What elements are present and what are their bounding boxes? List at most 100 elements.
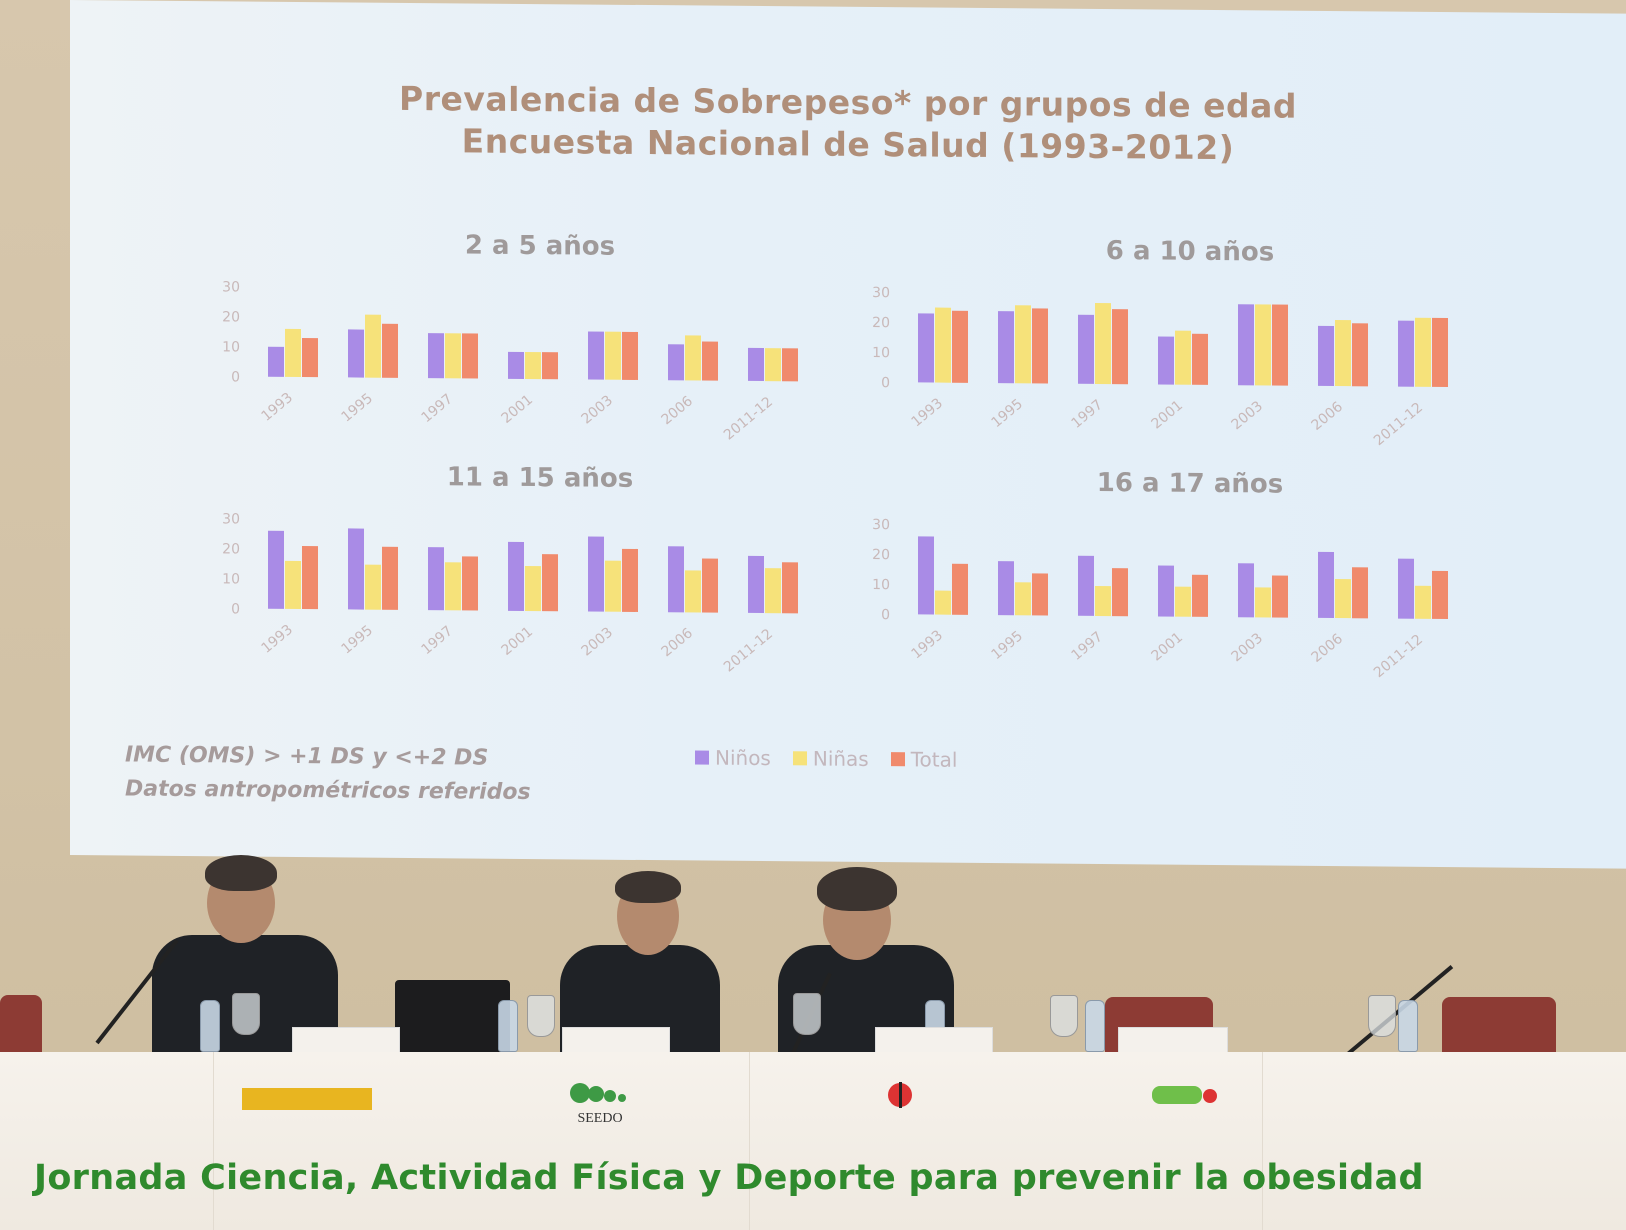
x-tick-label: 2011-12 — [721, 626, 776, 676]
x-tick-label: 1993 — [908, 395, 946, 430]
y-tick-label: 20 — [872, 315, 890, 331]
bar-ninos — [1318, 325, 1334, 387]
chart-title: 6 a 10 años — [1106, 236, 1274, 267]
x-tick-label: 2006 — [1308, 631, 1346, 666]
legend-item-ninos: Niños — [695, 745, 771, 770]
bar-ninos — [1238, 304, 1254, 386]
x-tick-label: 2006 — [658, 625, 696, 660]
x-tick-label: 2011-12 — [721, 394, 776, 444]
bar-ninas — [525, 565, 541, 612]
y-tick-label: 30 — [872, 285, 890, 301]
chart-svg-3: 16 a 17 años 0 10 20 30 1993 1995 1997 2001 2003 2… — [872, 468, 1448, 681]
water-glass-1 — [232, 993, 260, 1035]
bar-ninas — [1015, 582, 1031, 616]
bar-ninos — [588, 331, 604, 380]
water-glass-2 — [527, 995, 555, 1037]
bar-ninos — [268, 530, 284, 609]
bar-ninos — [1158, 336, 1174, 385]
bar-ninas — [365, 314, 381, 378]
bar-ninas — [765, 348, 781, 382]
x-tick-label: 2003 — [1228, 398, 1266, 433]
chart-svg-1: 6 a 10 años 0 10 20 30 1993 1995 1997 2001 2003 20… — [872, 236, 1448, 449]
y-tick-label: 0 — [231, 369, 240, 385]
bar-ninos — [748, 347, 764, 382]
y-tick-label: 10 — [872, 345, 890, 361]
bar-ninas — [1015, 305, 1031, 384]
bar-ninas — [605, 331, 621, 380]
y-tick-label: 10 — [222, 571, 240, 587]
water-glass-5 — [1368, 995, 1396, 1037]
bar-ninas — [1095, 302, 1111, 385]
bar-ninos — [588, 536, 604, 612]
chart-6-10-anos: 6 a 10 años 0 10 20 30 1993 1995 1997 2001 2003 20… — [850, 236, 1450, 476]
bar-total — [1032, 308, 1048, 384]
logo-seedo: SEEDO — [565, 1080, 635, 1127]
x-tick-label: 1997 — [1068, 629, 1106, 664]
chart-svg-0: 2 a 5 años 0 10 20 30 1993 1995 1997 2001 2003 200… — [222, 230, 798, 444]
x-tick-label: 1993 — [258, 622, 296, 657]
bar-ninos — [1398, 320, 1414, 387]
bar-ninas — [685, 335, 701, 381]
bar-total — [1032, 573, 1048, 616]
bar-total — [542, 352, 558, 380]
bar-ninos — [748, 555, 764, 614]
banner-seam-1 — [213, 1052, 214, 1230]
chart-2-5-anos: 2 a 5 años 0 10 20 30 1993 1995 1997 2001 2003 200… — [200, 230, 800, 470]
footnote-imc: IMC (OMS) > +1 DS y <+2 DS — [125, 742, 489, 771]
x-tick-label: 1995 — [338, 390, 376, 425]
bar-ninas — [525, 351, 541, 380]
logo-alimentacion — [1150, 1084, 1220, 1113]
legend-item-ninas: Niñas — [792, 746, 869, 771]
y-tick-label: 30 — [222, 279, 240, 295]
y-tick-label: 0 — [231, 601, 240, 617]
x-tick-label: 2006 — [1308, 399, 1346, 434]
bar-ninas — [1415, 317, 1431, 387]
water-glass-3 — [793, 993, 821, 1035]
y-tick-label: 20 — [222, 541, 240, 557]
bar-ninos — [428, 333, 444, 379]
x-tick-label: 2001 — [1148, 397, 1186, 432]
laptop — [395, 980, 510, 1062]
bar-total — [1112, 309, 1128, 385]
bar-ninos — [1078, 555, 1094, 616]
bar-ninas — [935, 307, 951, 383]
table-front-banner — [0, 1052, 1626, 1230]
bar-ninos — [428, 547, 444, 611]
banner-seam-3 — [1262, 1052, 1263, 1230]
x-tick-label: 1997 — [1068, 397, 1106, 432]
y-tick-label: 10 — [872, 577, 890, 593]
water-bottle-4 — [1085, 1000, 1105, 1052]
bar-ninas — [1175, 586, 1191, 617]
x-tick-label: 1995 — [338, 622, 376, 657]
bar-total — [1272, 304, 1288, 386]
water-bottle-5 — [1398, 1000, 1418, 1052]
x-tick-label: 2001 — [498, 392, 536, 427]
legend-label-ninas: Niñas — [812, 746, 869, 771]
bar-total — [1432, 317, 1448, 388]
bar-total — [542, 554, 558, 612]
bar-total — [382, 323, 398, 378]
legend-swatch-ninas — [792, 751, 807, 766]
bar-ninas — [285, 328, 301, 378]
bar-ninos — [348, 329, 364, 378]
logo-ministerio — [242, 1088, 372, 1110]
bar-ninos — [668, 344, 684, 381]
bar-ninos — [1238, 563, 1254, 618]
bar-ninas — [1175, 330, 1191, 385]
bar-total — [1352, 567, 1368, 619]
bar-ninas — [935, 590, 951, 615]
bar-total — [952, 563, 968, 615]
chart-16-17-anos: 16 a 17 años 0 10 20 30 1993 1995 1997 2001 2003 2… — [850, 468, 1450, 708]
chart-title: 16 a 17 años — [1097, 468, 1283, 500]
x-tick-label: 2003 — [1228, 630, 1266, 665]
bar-total — [1192, 333, 1208, 385]
bar-ninas — [685, 570, 701, 613]
bar-ninos — [998, 311, 1014, 384]
bar-total — [622, 548, 638, 612]
x-tick-label: 2003 — [578, 624, 616, 659]
bar-ninos — [918, 313, 934, 383]
bar-total — [382, 546, 398, 610]
x-tick-label: 1997 — [418, 623, 456, 658]
x-tick-label: 2003 — [578, 392, 616, 427]
bar-ninos — [668, 546, 684, 613]
